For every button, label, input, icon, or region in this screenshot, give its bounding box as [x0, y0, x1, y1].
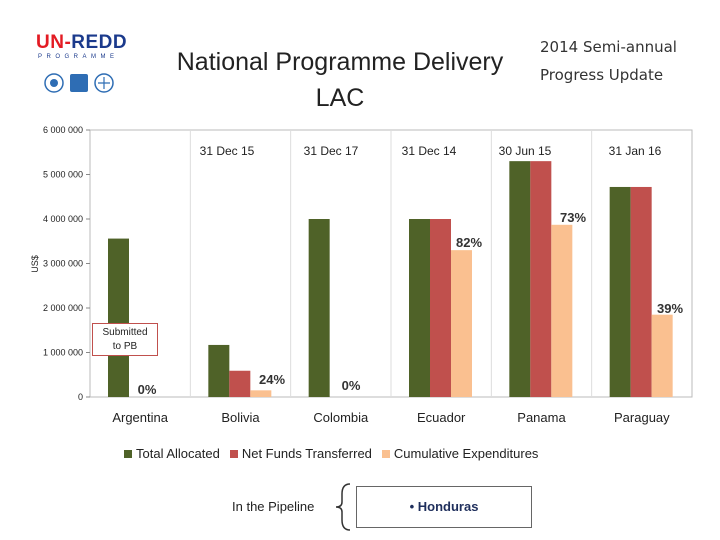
- bar-paraguay-series-2: [651, 314, 673, 397]
- submitted-callout: Submitted to PB: [92, 323, 158, 356]
- legend-swatch-cumulative: [381, 449, 390, 458]
- chart-legend: Total Allocated Net Funds Transferred Cu…: [124, 446, 538, 461]
- bullet-icon: •: [409, 499, 418, 514]
- pipeline-box: • Honduras: [356, 486, 532, 528]
- legend-item-cumulative: Cumulative Expenditures: [381, 446, 539, 461]
- legend-label-total: Total Allocated: [136, 446, 220, 461]
- y-tick-label: 1 000 000: [43, 348, 83, 358]
- pipeline-item-honduras: Honduras: [417, 499, 479, 514]
- title-line-2: LAC: [315, 84, 365, 112]
- period-label: 31 Dec 17: [304, 144, 359, 158]
- legend-label-cumulative: Cumulative Expenditures: [393, 446, 539, 461]
- callout-line-2: to PB: [112, 341, 138, 352]
- percent-label-ecuador: 82%: [456, 235, 482, 250]
- bars: [108, 161, 673, 397]
- bar-ecuador-series-1: [430, 219, 451, 397]
- chart-labels: Argentina Bolivia Colombia Ecuador Panama Par…: [112, 144, 683, 425]
- period-label: 31 Dec 15: [200, 144, 255, 158]
- category-label-argentina: Argentina: [112, 410, 168, 425]
- percent-label-paraguay: 39%: [657, 301, 683, 316]
- y-tick-label: 0: [78, 392, 83, 402]
- bar-panama-series-2: [551, 224, 573, 397]
- logo-subtext: PROGRAMME: [38, 54, 119, 60]
- page-title: National Programme Delivery LAC: [150, 44, 530, 116]
- legend-label-net: Net Funds Transferred: [241, 446, 372, 461]
- callout-line-1: Submitted: [102, 327, 148, 338]
- partner-emblems-icon: [44, 73, 114, 93]
- percent-label-bolivia: 24%: [259, 372, 285, 387]
- category-label-paraguay: Paraguay: [614, 410, 670, 425]
- period-label: 30 Jun 15: [499, 144, 552, 158]
- bar-panama-series-0: [509, 161, 531, 397]
- bar-bolivia-series-1: [229, 370, 251, 397]
- category-label-colombia: Colombia: [313, 410, 369, 425]
- bar-panama-series-1: [530, 161, 552, 397]
- bar-argentina-series-0: [108, 238, 129, 397]
- category-label-bolivia: Bolivia: [221, 410, 260, 425]
- y-tick-label: 3 000 000: [43, 259, 83, 269]
- bar-paraguay-series-0: [609, 186, 631, 397]
- y-axis: 0 1 000 000 2 000 000 3 000 000 4 000 000 5 0…: [30, 125, 90, 402]
- pipeline-label: In the Pipeline: [232, 499, 315, 514]
- y-tick-label: 6 000 000: [43, 125, 83, 135]
- y-axis-label: US$: [30, 255, 40, 273]
- category-label-panama: Panama: [517, 410, 566, 425]
- bar-ecuador-series-2: [451, 250, 472, 397]
- update-title: 2014 Semi-annual Progress Update: [540, 33, 690, 89]
- y-tick-label: 5 000 000: [43, 170, 83, 180]
- chart-grid: [89, 129, 693, 398]
- legend-item-net-funds: Net Funds Transferred: [229, 446, 372, 461]
- title-line-1: National Programme Delivery: [176, 48, 504, 76]
- y-tick-label: 2 000 000: [43, 303, 83, 313]
- bar-paraguay-series-1: [630, 186, 652, 397]
- update-line-1: 2014 Semi-annual: [540, 38, 677, 56]
- delivery-bar-chart: 0 1 000 000 2 000 000 3 000 000 4 000 000 5 0…: [30, 125, 693, 425]
- y-tick-label: 4 000 000: [43, 214, 83, 224]
- pipeline-brace-icon: [335, 483, 351, 531]
- bar-ecuador-series-0: [409, 219, 430, 397]
- update-line-2: Progress Update: [540, 66, 664, 84]
- bar-bolivia-series-2: [250, 390, 272, 397]
- bar-bolivia-series-0: [208, 344, 230, 397]
- percent-label-argentina: 0%: [138, 382, 157, 397]
- bar-colombia-series-0: [308, 219, 330, 397]
- percent-label-panama: 73%: [560, 210, 586, 225]
- logo-wordmark: UN-REDD: [36, 32, 128, 53]
- legend-swatch-net: [229, 449, 238, 458]
- legend-swatch-total: [124, 449, 132, 458]
- category-label-ecuador: Ecuador: [417, 410, 466, 425]
- percent-label-colombia: 0%: [342, 378, 361, 393]
- legend-item-total-allocated: Total Allocated: [124, 446, 220, 461]
- period-label: 31 Jan 16: [609, 144, 662, 158]
- period-label: 31 Dec 14: [402, 144, 457, 158]
- un-redd-logo: UN-REDD PROGRAMME: [36, 32, 136, 102]
